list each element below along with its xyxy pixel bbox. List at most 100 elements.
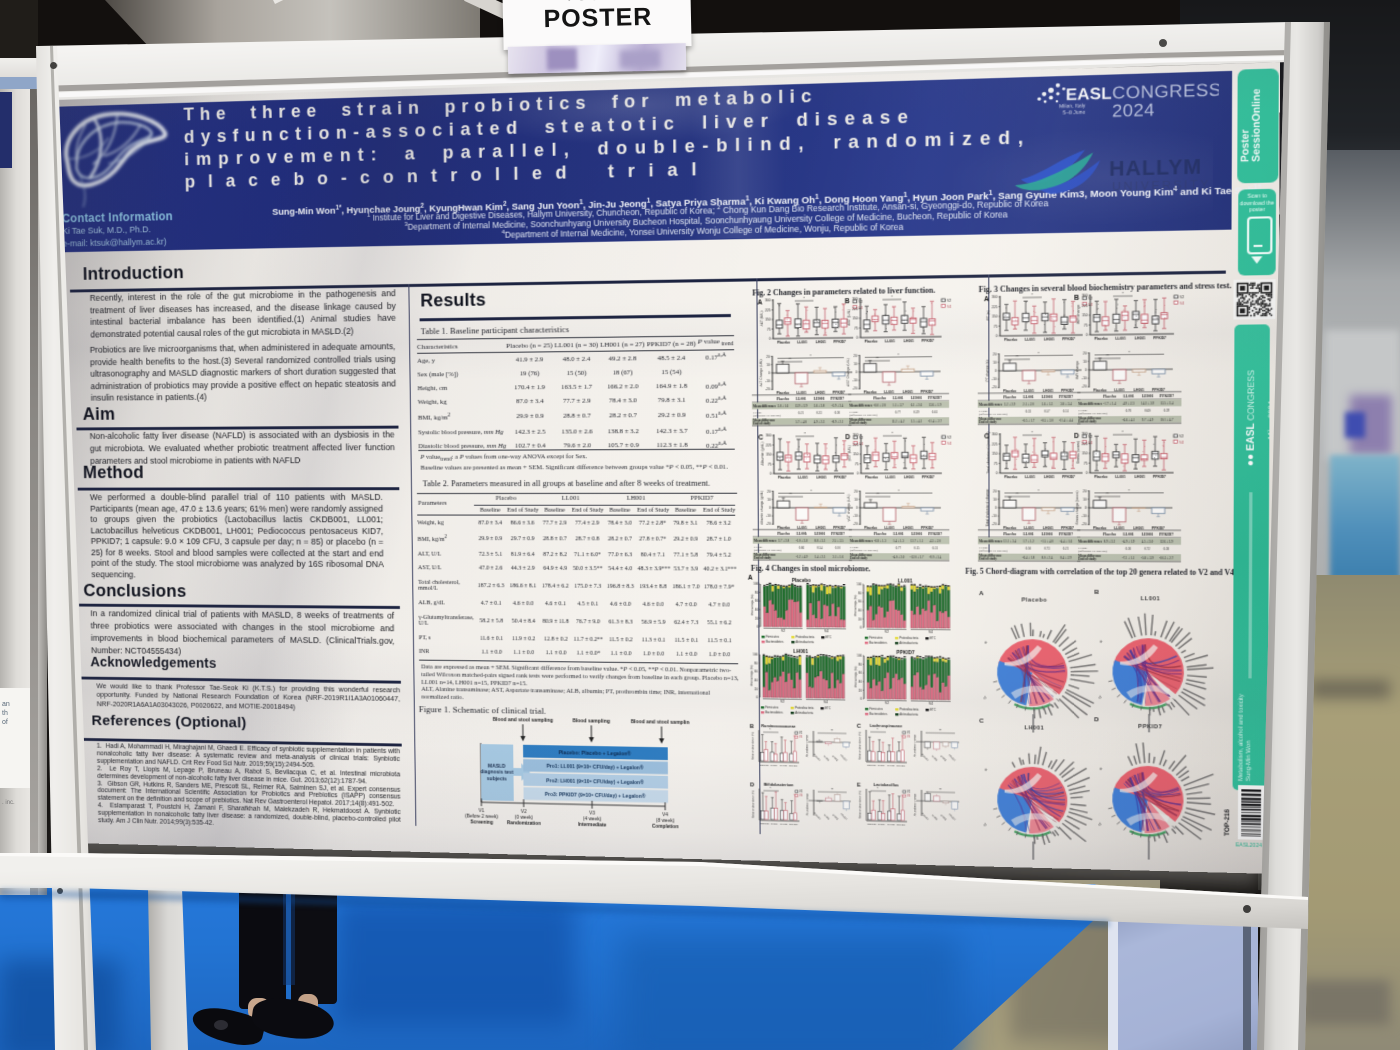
svg-text:300: 300	[1082, 432, 1088, 436]
svg-text:PPKID7: PPKID7	[1160, 394, 1174, 398]
svg-text:(difference vs Placebo): (difference vs Placebo)	[1078, 412, 1107, 415]
svg-text:8.4 ± 2.9: 8.4 ± 2.9	[1060, 555, 1072, 559]
svg-text:PPKID7: PPKID7	[839, 755, 847, 763]
svg-text:Placebo: Placebo	[778, 475, 791, 479]
svg-text:-20: -20	[992, 522, 997, 526]
svg-text:-20: -20	[1082, 385, 1087, 389]
svg-text:LL001: LL001	[823, 814, 830, 821]
svg-text:40: 40	[859, 680, 863, 684]
svg-text:-10: -10	[1082, 514, 1087, 518]
svg-text:0.70: 0.70	[1126, 409, 1132, 413]
svg-text:Placebo: Placebo	[777, 532, 790, 536]
svg-text:80: 80	[755, 590, 759, 594]
svg-text:*: *	[770, 728, 772, 732]
svg-text:80: 80	[858, 662, 862, 666]
svg-text:Placebo: Placebo	[1103, 394, 1116, 398]
svg-text:C: C	[857, 723, 861, 729]
svg-text:14.2 ± 3.9: 14.2 ± 3.9	[1141, 401, 1155, 405]
svg-text:LL001: LL001	[798, 475, 808, 479]
svg-text:20: 20	[1083, 489, 1087, 493]
svg-text:LL001: LL001	[796, 397, 807, 401]
svg-text:V2: V2	[1088, 296, 1093, 300]
svg-text:LL001: LL001	[878, 765, 886, 767]
svg-text:PPKID7: PPKID7	[1061, 388, 1074, 392]
svg-text:Actinobacteria: Actinobacteria	[795, 711, 814, 715]
svg-text:LH001: LH001	[904, 475, 915, 479]
svg-text:LH001: LH001	[1142, 394, 1154, 398]
svg-text:Bacteroidetes: Bacteroidetes	[869, 641, 888, 645]
svg-text:0.30: 0.30	[1126, 547, 1132, 551]
svg-text:Percentage (%): Percentage (%)	[749, 665, 753, 686]
svg-text:80: 80	[754, 661, 758, 665]
svg-text:20: 20	[993, 352, 997, 356]
svg-text:Placebo: Placebo	[1003, 526, 1017, 530]
svg-text:PPKID7: PPKID7	[839, 813, 847, 821]
svg-text:*: *	[803, 297, 805, 301]
svg-text:PPKID7: PPKID7	[921, 390, 934, 394]
svg-text:LL001: LL001	[796, 532, 807, 536]
svg-text:Placebo: Placebo	[867, 823, 877, 825]
svg-text:12.6 ± 3.9: 12.6 ± 3.9	[1160, 539, 1174, 543]
svg-text:-6.6 ± 4.1: -6.6 ± 4.1	[1122, 418, 1135, 422]
svg-text:Placebo: Placebo	[776, 391, 789, 395]
svg-text:V4: V4	[929, 702, 934, 706]
svg-text:LL001: LL001	[1025, 337, 1035, 341]
svg-text:*: *	[1128, 489, 1130, 493]
svg-text:150: 150	[852, 317, 858, 321]
svg-text:0: 0	[1085, 506, 1087, 510]
svg-text:V3: V3	[589, 810, 595, 815]
svg-text:150: 150	[1082, 452, 1088, 456]
svg-text:8.8 ± 3.3: 8.8 ± 3.3	[814, 539, 826, 543]
svg-text:ETC: ETC	[826, 635, 832, 639]
svg-text:UNIVERSITY: UNIVERSITY	[1112, 179, 1211, 194]
svg-text:PPKID7: PPKID7	[922, 338, 935, 342]
svg-text:LH001: LH001	[887, 765, 895, 767]
svg-text:60: 60	[859, 671, 863, 675]
svg-text:150: 150	[992, 315, 998, 319]
svg-text:75: 75	[855, 462, 859, 466]
svg-text:LL001: LL001	[771, 823, 779, 825]
svg-text:-12.0 ± 2.7: -12.0 ± 2.7	[910, 555, 924, 559]
svg-text:End of study: End of study	[979, 420, 998, 424]
svg-text:-4.4 ± 1.6: -4.4 ± 1.6	[1060, 539, 1073, 543]
svg-text:3.8 ± 3.4: 3.8 ± 3.4	[1060, 402, 1072, 406]
svg-text:Percentage (%): Percentage (%)	[750, 594, 754, 615]
svg-text:LL001: LL001	[885, 475, 895, 479]
svg-text:300: 300	[765, 299, 771, 303]
svg-text:LH001: LH001	[780, 823, 788, 825]
svg-text:Abundance change: Abundance change	[913, 734, 916, 757]
svg-text:20: 20	[858, 617, 862, 621]
svg-text:Pro2: LH001 (9×10⁹ CFU/day) +: Pro2: LH001 (9×10⁹ CFU/day) + Legalon®	[546, 777, 644, 786]
svg-text:20: 20	[854, 489, 858, 493]
svg-text:**: **	[876, 493, 880, 497]
svg-text:20: 20	[755, 616, 759, 620]
svg-text:-4.9 ± 1.9: -4.9 ± 1.9	[1122, 539, 1135, 543]
svg-text:10: 10	[1083, 497, 1087, 501]
svg-text:PPKID7: PPKID7	[896, 765, 906, 767]
svg-text:0: 0	[857, 472, 859, 476]
svg-text:8.9 ± 3.2: 8.9 ± 3.2	[1104, 539, 1116, 543]
svg-text:V4: V4	[824, 630, 829, 634]
svg-text:-7.1 ± 1.1: -7.1 ± 1.1	[1122, 555, 1135, 559]
svg-text:75: 75	[854, 326, 858, 330]
svg-text:20: 20	[854, 353, 858, 357]
svg-text:Mean difference: Mean difference	[849, 403, 873, 407]
svg-text:**: **	[788, 358, 792, 362]
svg-text:LH001: LH001	[903, 390, 914, 394]
svg-text:(difference vs Placebo): (difference vs Placebo)	[849, 414, 877, 417]
svg-text:MASLD: MASLD	[488, 763, 506, 769]
svg-text:PPKID7: PPKID7	[833, 390, 846, 394]
svg-text:C: C	[984, 433, 990, 441]
svg-text:LL001: LL001	[884, 526, 894, 530]
svg-text:1.4 ± 2.5: 1.4 ± 2.5	[814, 554, 826, 558]
svg-text:V2: V2	[1180, 295, 1185, 299]
svg-text:0.38: 0.38	[1163, 547, 1169, 551]
svg-text:1.6 ± 1.3: 1.6 ± 1.3	[1041, 402, 1053, 406]
svg-text:ALT Change (U/L): ALT Change (U/L)	[759, 359, 763, 386]
svg-text:**: **	[1016, 355, 1020, 359]
svg-text:12.1 ± 3.4: 12.1 ± 3.4	[1003, 539, 1017, 543]
svg-text:0: 0	[996, 471, 998, 475]
svg-text:Mean difference: Mean difference	[979, 417, 1003, 421]
svg-text:LH001: LH001	[1133, 526, 1144, 530]
svg-text:Pro1: LL001 (9×10⁹ CFU/day) +: Pro1: LL001 (9×10⁹ CFU/day) + Legalon®	[546, 763, 644, 772]
